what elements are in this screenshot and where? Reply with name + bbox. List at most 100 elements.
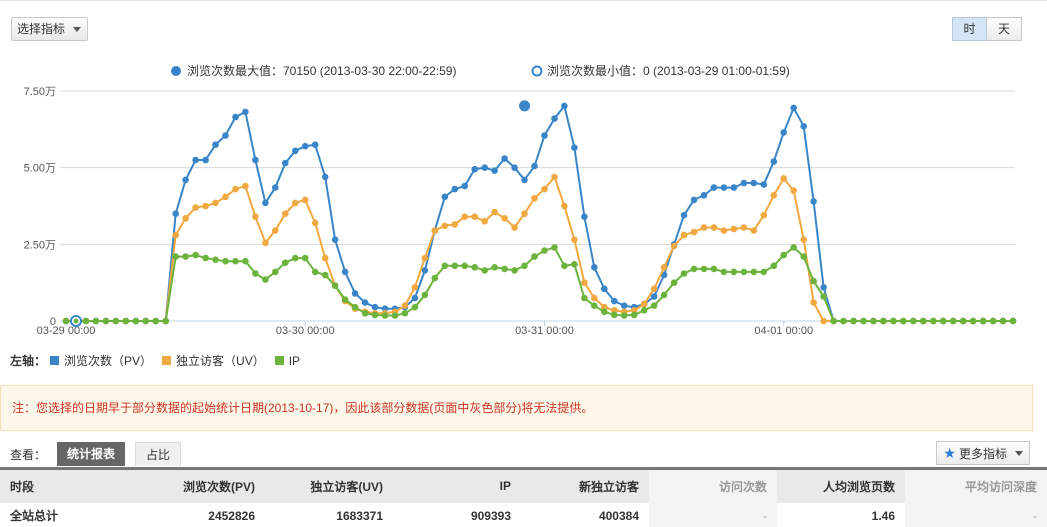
- data-point: [441, 222, 449, 230]
- data-point: [581, 213, 588, 220]
- table-cell: 1683371: [336, 508, 383, 523]
- select-metric-dropdown[interactable]: 选择指标: [11, 17, 89, 41]
- data-point: [850, 317, 857, 325]
- tab-percentage[interactable]: 占比: [135, 442, 182, 466]
- data-point: [700, 265, 708, 273]
- data-point: [62, 317, 70, 325]
- data-point: [341, 268, 349, 276]
- data-point: [690, 265, 698, 273]
- y-tick-label: 5.00万: [24, 163, 56, 175]
- col-header-new-uv[interactable]: 新独立访客: [521, 467, 649, 503]
- data-point: [780, 129, 787, 136]
- data-point: [551, 173, 558, 181]
- data-point: [810, 299, 817, 306]
- data-point: [301, 196, 309, 204]
- data-point: [361, 299, 369, 306]
- data-point: [630, 307, 638, 314]
- data-point: [720, 268, 728, 276]
- data-point: [371, 303, 379, 311]
- data-point: [780, 175, 787, 182]
- data-point: [401, 310, 409, 317]
- data-point: [551, 115, 558, 122]
- granularity-day-button[interactable]: 天: [987, 17, 1022, 41]
- data-point: [620, 312, 628, 319]
- col-header-ip[interactable]: IP: [393, 467, 521, 503]
- data-point: [192, 251, 199, 259]
- data-point: [760, 268, 768, 276]
- data-point: [541, 185, 548, 193]
- data-point: [670, 279, 678, 287]
- chevron-down-icon: [1015, 451, 1023, 456]
- data-point: [222, 132, 229, 139]
- data-point: [102, 317, 110, 325]
- granularity-toggle: 时 天: [952, 17, 1022, 41]
- granularity-hour-button[interactable]: 时: [952, 17, 987, 41]
- data-point: [172, 253, 179, 260]
- data-point: [92, 317, 100, 325]
- col-header-pv[interactable]: 浏览次数(PV): [110, 467, 265, 503]
- data-point: [371, 311, 379, 319]
- data-point: [481, 164, 489, 171]
- top-border: [0, 0, 1047, 1]
- col-header-period[interactable]: 时段: [0, 467, 110, 503]
- data-point: [301, 254, 309, 262]
- data-point: [351, 303, 359, 311]
- data-point: [431, 227, 439, 234]
- data-point: [730, 268, 738, 276]
- legend-item-pv[interactable]: 浏览次数（PV）: [50, 352, 152, 369]
- data-point: [311, 141, 319, 148]
- data-point: [192, 204, 199, 211]
- data-point: [870, 317, 877, 325]
- data-point: [1009, 317, 1017, 325]
- legend-item-ip[interactable]: IP: [274, 353, 301, 368]
- more-metrics-button[interactable]: ★ 更多指标: [936, 441, 1030, 465]
- data-point: [451, 185, 459, 193]
- col-header-uv[interactable]: 独立访客(UV): [265, 467, 393, 503]
- col-header-pages-per-visitor[interactable]: 人均浏览页数: [777, 467, 905, 503]
- data-point: [720, 227, 728, 234]
- data-point: [531, 162, 538, 170]
- data-point: [720, 184, 728, 191]
- data-point: [242, 182, 249, 190]
- data-point: [760, 211, 768, 219]
- data-point: [282, 259, 289, 267]
- x-tick-label: 03-29 00:00: [37, 325, 96, 337]
- y-tick-label: 7.50万: [24, 86, 56, 98]
- data-point: [581, 294, 588, 302]
- data-point: [521, 176, 528, 184]
- data-point: [292, 199, 299, 207]
- data-point: [282, 159, 289, 167]
- data-point: [680, 211, 688, 219]
- date-notice: 注：您选择的日期早于部分数据的起始统计日期(2013-10-17)，因此该部分数…: [0, 385, 1033, 431]
- data-point: [501, 215, 508, 222]
- data-point: [650, 302, 658, 310]
- y-tick-label: 2.50万: [24, 239, 56, 251]
- x-tick-label: 03-31 00:00: [515, 325, 574, 337]
- data-point: [611, 311, 618, 319]
- data-point: [202, 254, 209, 262]
- data-point: [939, 317, 947, 325]
- y-axis-ticks: 0 2.50万 5.00万 7.50万: [24, 86, 56, 328]
- table-cell: 2452826: [208, 508, 255, 523]
- data-point: [690, 196, 698, 204]
- data-point: [840, 317, 847, 325]
- data-point: [511, 224, 518, 231]
- col-header-avg-depth[interactable]: 平均访问深度: [905, 467, 1047, 503]
- legend-label-ip: IP: [288, 353, 301, 368]
- data-point: [192, 156, 199, 164]
- data-point: [182, 176, 189, 184]
- data-point: [222, 193, 229, 201]
- data-point: [311, 268, 319, 276]
- max-point-marker: [518, 99, 532, 113]
- data-point: [132, 317, 140, 325]
- data-point: [989, 317, 997, 325]
- data-point: [232, 185, 239, 193]
- tab-statistics-report[interactable]: 统计报表: [57, 442, 126, 466]
- legend-item-uv[interactable]: 独立访客（UV）: [162, 352, 265, 369]
- col-header-visits[interactable]: 访问次数: [649, 467, 777, 503]
- table-cell: 全站总计: [10, 509, 59, 523]
- data-point: [272, 268, 279, 276]
- data-point: [770, 262, 778, 270]
- data-point: [222, 257, 229, 265]
- legend-axis-label: 左轴：: [10, 354, 47, 368]
